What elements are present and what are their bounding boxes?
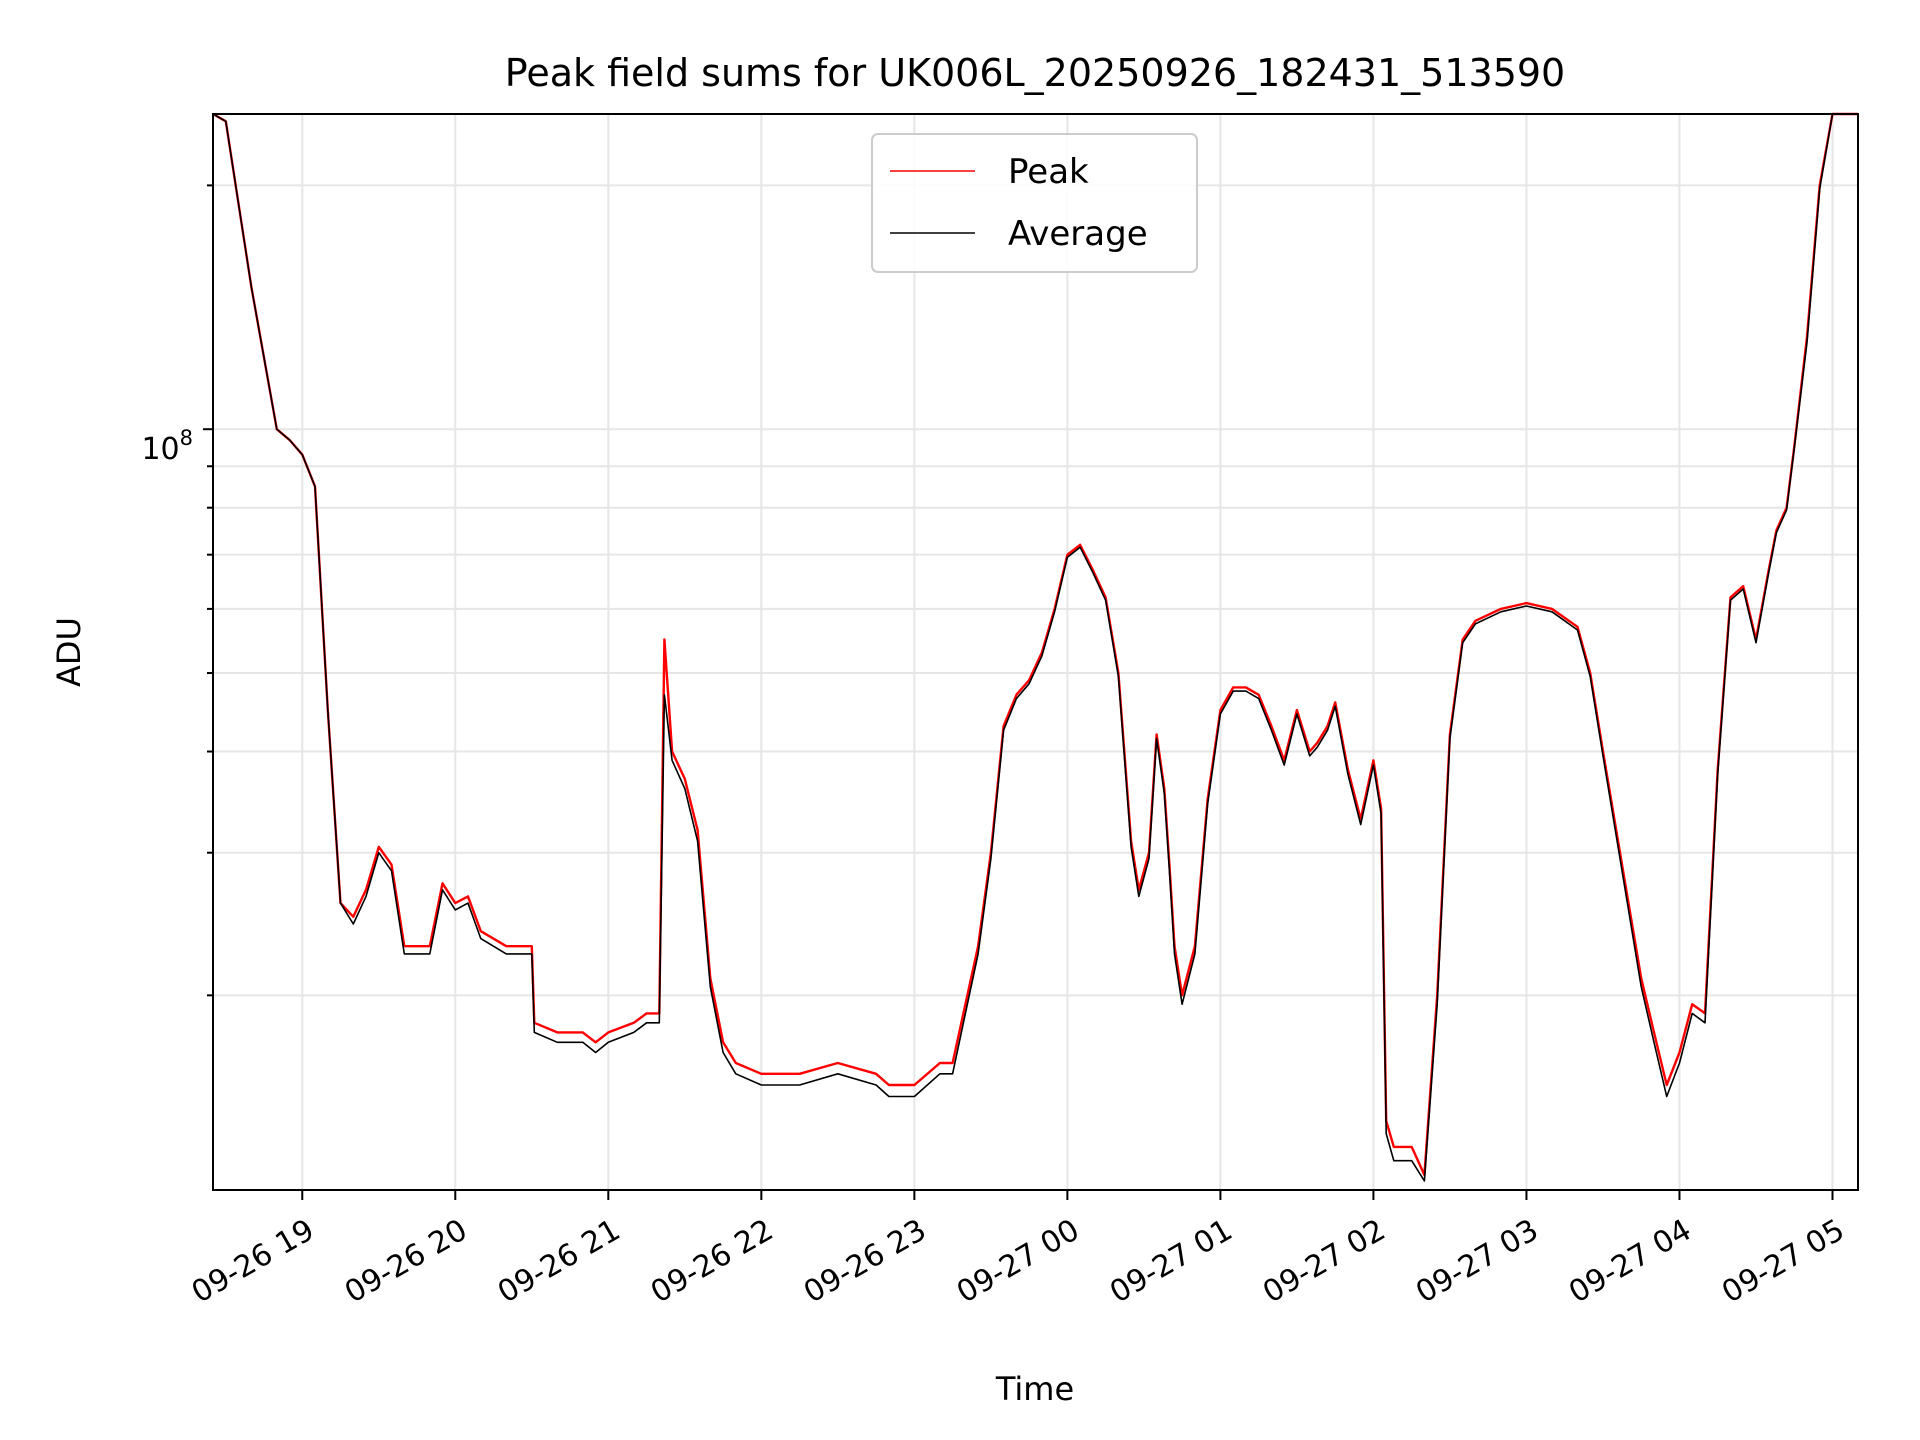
legend-label-peak: Peak (1008, 152, 1089, 192)
legend-label-average: Average (1008, 214, 1148, 254)
plot-frame (212, 113, 1859, 1191)
series-line-peak (212, 112, 1858, 1177)
y-tick-exponent: 8 (180, 426, 193, 450)
y-tick-label-major: 108 (141, 426, 193, 467)
y-tick-base: 10 (141, 432, 179, 467)
series-layer (212, 112, 1858, 1182)
y-axis-title: ADU (50, 617, 88, 687)
series-line-average (212, 113, 1858, 1182)
legend: Peak Average (871, 133, 1198, 273)
grid (213, 114, 1858, 1190)
legend-box (871, 133, 1198, 273)
x-axis-title: Time (995, 1370, 1074, 1408)
chart-title: Peak field sums for UK006L_20250926_1824… (505, 51, 1565, 95)
